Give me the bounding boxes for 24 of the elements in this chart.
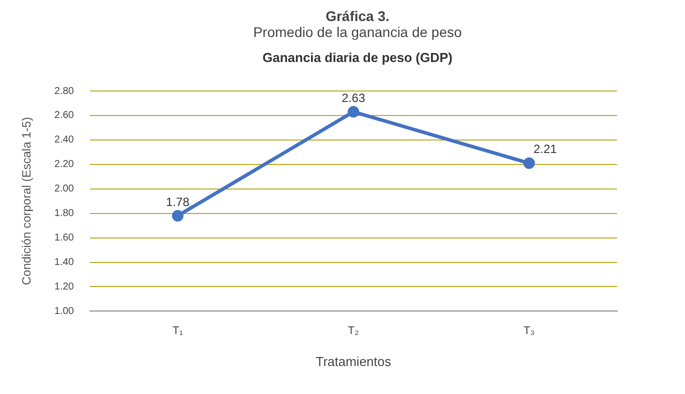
y-tick-label: 2.60 xyxy=(54,110,74,122)
point xyxy=(523,157,535,169)
x-tick-label: T₂ xyxy=(348,324,359,337)
y-tick-label: 2.00 xyxy=(54,184,74,195)
text: Ganancia diaria de peso (GDP) xyxy=(262,50,454,65)
y-tick-label: 1.20 xyxy=(54,281,74,292)
x-axis-title: Tratamientos xyxy=(316,354,392,369)
chart-title: Gráfica 3. xyxy=(324,8,390,24)
data-label: 1.78 xyxy=(166,194,190,209)
y-tick-label: 1.40 xyxy=(54,257,74,268)
point xyxy=(172,210,184,222)
y-tick-label: 1.80 xyxy=(54,208,74,220)
x-tick-label: T₃ xyxy=(524,324,535,337)
data-label: 2.63 xyxy=(342,90,366,105)
y-axis-title: Condición corporal (Escala 1-5) xyxy=(20,117,34,286)
y-tick-label: 1.00 xyxy=(54,306,74,317)
y-tick-label: 2.20 xyxy=(54,159,74,170)
y-tick-label: 2.80 xyxy=(54,86,74,97)
y-tick-label: 1.60 xyxy=(54,232,74,244)
point xyxy=(348,106,360,118)
data-label: 2.21 xyxy=(533,142,558,156)
x-tick-label: T₁ xyxy=(172,324,184,337)
chart-subtitle: Promedio de la ganancia de peso xyxy=(252,24,463,40)
y-tick-label: 2.40 xyxy=(54,134,74,146)
